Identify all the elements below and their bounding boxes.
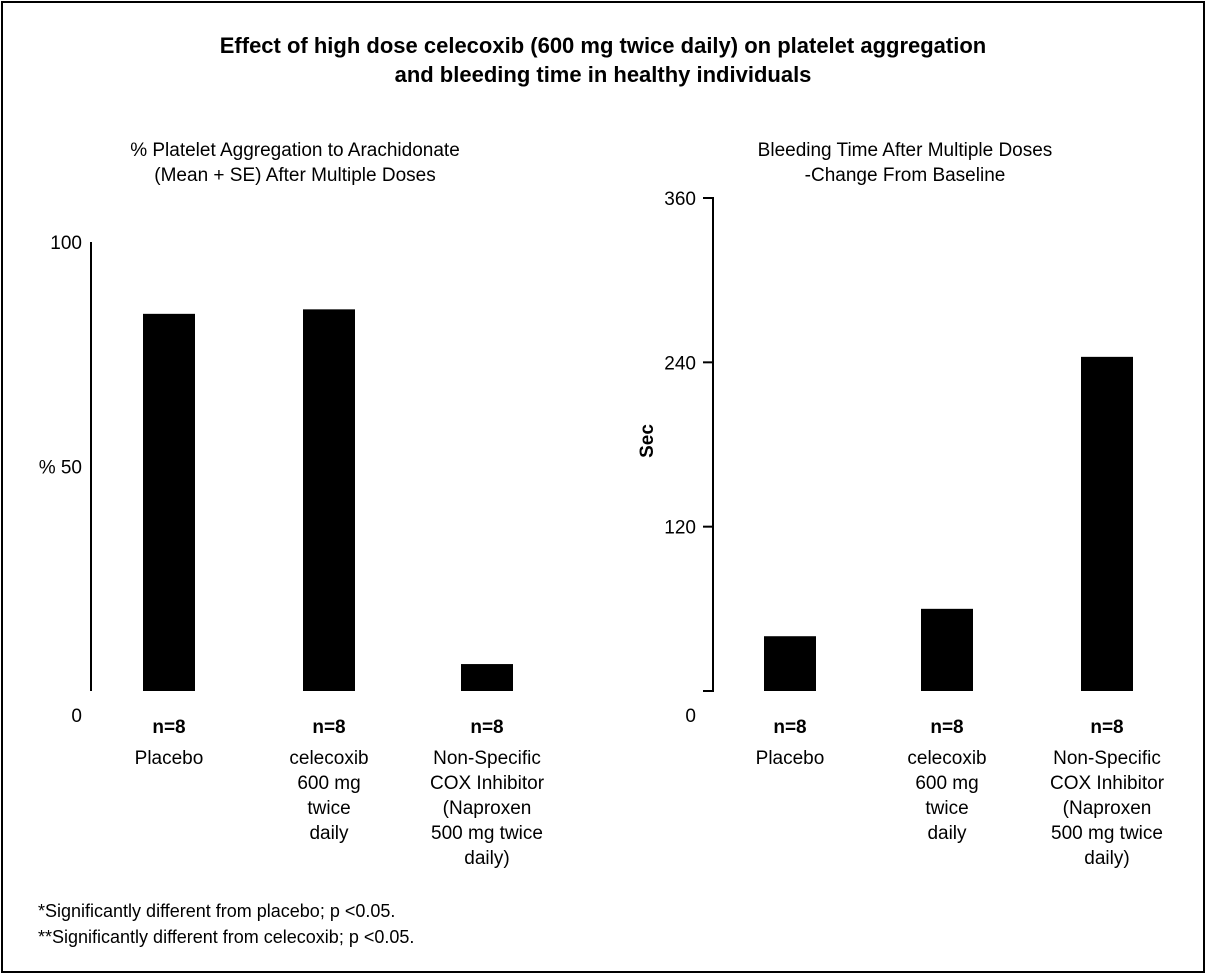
footnote-celecoxib: **Significantly different from celecoxib… [38, 927, 415, 947]
chart-right-category-3-label-line-5: daily) [1084, 848, 1129, 869]
chart-right-y-tick-label-240: 240 [664, 353, 696, 374]
chart-right-category-3-label-line-3: (Naproxen [1063, 798, 1152, 819]
chart-right-bar-3 [1081, 356, 1133, 691]
chart-right-category-2-label-line-4: daily [927, 823, 967, 844]
chart-right-title-line-2: -Change From Baseline [805, 165, 1006, 186]
chart-left-bar-1 [143, 313, 195, 691]
chart-left-bar-2 [303, 309, 355, 691]
chart-left-title-line-2: (Mean + SE) After Multiple Doses [154, 165, 435, 186]
chart-left-category-2-label-line-4: daily [309, 823, 349, 844]
chart-left-category-2-label-line-3: twice [307, 798, 350, 819]
chart-left-category-1-label-line-1: Placebo [135, 748, 204, 769]
chart-right-category-2-label-line-2: 600 mg [915, 773, 978, 794]
chart-left-bar-3 [461, 664, 513, 691]
chart-right-category-1-n: n=8 [773, 717, 806, 738]
chart-right-y-tick-label-360: 360 [664, 189, 696, 210]
chart-left-category-3-label-line-2: COX Inhibitor [430, 773, 545, 794]
chart-right-category-1-label-line-1: Placebo [756, 748, 825, 769]
chart-left-category-1-n: n=8 [152, 717, 185, 738]
chart-right-y-tick-label-120: 120 [664, 518, 696, 539]
chart-right-category-3-n: n=8 [1090, 717, 1123, 738]
chart-left-category-3-label-line-4: 500 mg twice [431, 823, 543, 844]
chart-right-category-3-label-line-4: 500 mg twice [1051, 823, 1163, 844]
chart-right-title-line-1: Bleeding Time After Multiple Doses [758, 140, 1053, 161]
chart-right-category-2-n: n=8 [930, 717, 963, 738]
chart-right-y-axis-label: Sec [637, 424, 658, 458]
chart-right-category-3-label-line-1: Non-Specific [1053, 748, 1161, 769]
figure-title-line-2: and bleeding time in healthy individuals [394, 62, 812, 87]
chart-right-category-2-label-line-1: celecoxib [907, 748, 986, 769]
chart-left-category-2-n: n=8 [312, 717, 345, 738]
chart-left-y-tick-label-50: % 50 [39, 458, 82, 479]
chart-left-category-3-n: n=8 [470, 717, 503, 738]
chart-right-bar-1 [764, 636, 816, 691]
chart-left-y-tick-label-100: 100 [50, 233, 82, 254]
chart-right-category-3-label-line-2: COX Inhibitor [1050, 773, 1165, 794]
chart-right-category-2-label-line-3: twice [925, 798, 968, 819]
chart-right-bar-2 [921, 608, 973, 691]
chart-left-category-3-label-line-1: Non-Specific [433, 748, 541, 769]
chart-right-y-tick-label-0: 0 [685, 706, 696, 727]
chart-left-category-3-label-line-3: (Naproxen [443, 798, 532, 819]
figure-title-line-1: Effect of high dose celecoxib (600 mg tw… [219, 33, 987, 58]
chart-left-y-tick-label-0: 0 [71, 706, 82, 727]
footnote-placebo: *Significantly different from placebo; p… [38, 901, 396, 921]
chart-left-title-line-1: % Platelet Aggregation to Arachidonate [130, 140, 460, 161]
chart-left-category-2-label-line-1: celecoxib [289, 748, 368, 769]
chart-left-category-3-label-line-5: daily) [464, 848, 509, 869]
chart-left-category-2-label-line-2: 600 mg [297, 773, 360, 794]
